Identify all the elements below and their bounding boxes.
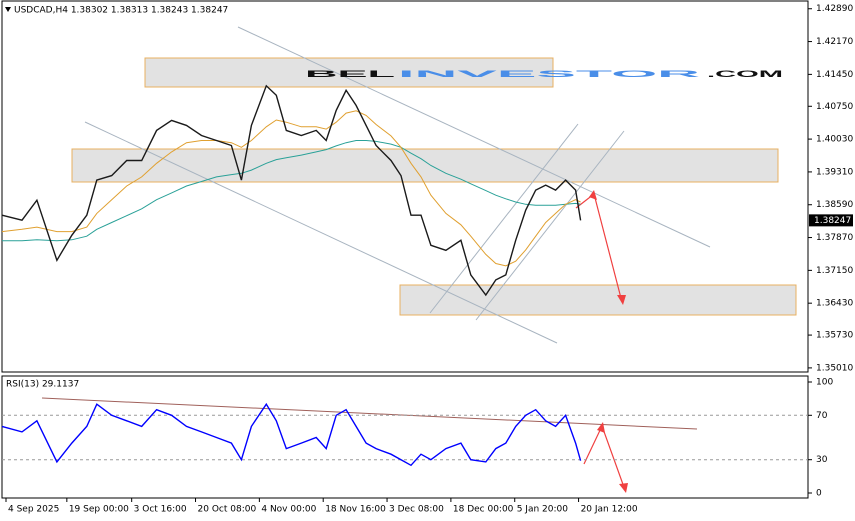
annotations bbox=[41, 26, 797, 493]
y-tick-label: 70 bbox=[816, 411, 828, 421]
y-tick-label: 1.42170 bbox=[816, 37, 853, 47]
y-tick-label: 1.36430 bbox=[816, 299, 853, 309]
x-tick-label: 5 Jan 20:00 bbox=[517, 505, 569, 515]
series-line bbox=[1, 402, 582, 467]
y-tick-label: 100 bbox=[816, 377, 833, 387]
x-tick-label: 4 Sep 2025 bbox=[8, 505, 59, 515]
channel-line bbox=[237, 26, 711, 248]
support-zone bbox=[399, 284, 797, 316]
last-price-box bbox=[809, 214, 853, 227]
y-tick-label: 1.40030 bbox=[816, 135, 853, 145]
arrow-head bbox=[619, 483, 628, 493]
y-tick-label: 0 bbox=[816, 489, 822, 499]
y-tick-label: 1.35010 bbox=[816, 363, 853, 373]
rsi-title: RSI(13) 29.1137 bbox=[6, 380, 79, 390]
y-tick-label: 1.42890 bbox=[816, 4, 853, 14]
arrow-head bbox=[617, 295, 626, 305]
y-tick-label: 1.35730 bbox=[816, 331, 853, 341]
watermark-right: .COM bbox=[707, 69, 783, 79]
last-price-label: 1.38247 bbox=[814, 216, 851, 226]
pivot-zone bbox=[71, 148, 779, 183]
channel-line bbox=[84, 121, 558, 344]
resistance-zone bbox=[144, 57, 554, 88]
x-tick-label: 20 Oct 08:00 bbox=[198, 505, 257, 515]
series-line bbox=[2, 140, 581, 242]
y-tick-label: 1.40750 bbox=[816, 102, 853, 112]
price-panel bbox=[1, 0, 809, 373]
channel-line bbox=[429, 123, 579, 314]
x-tick-label: 18 Dec 00:00 bbox=[453, 505, 514, 515]
x-tick-label: 3 Dec 08:00 bbox=[389, 505, 444, 515]
y-tick-label: 1.37870 bbox=[816, 233, 853, 243]
arrow-head bbox=[589, 190, 597, 200]
y-tick-label: 1.41450 bbox=[816, 70, 853, 80]
y-tick-label: 1.37150 bbox=[816, 266, 853, 276]
x-tick-label: 4 Nov 00:00 bbox=[261, 505, 316, 515]
x-tick-label: 3 Oct 16:00 bbox=[134, 505, 187, 515]
watermark-left: BEL bbox=[305, 69, 398, 79]
y-tick-label: 1.39310 bbox=[816, 167, 853, 177]
channel-line bbox=[475, 130, 625, 321]
symbol-icon bbox=[5, 7, 11, 12]
rsi-trendline bbox=[41, 397, 698, 430]
x-tick-label: 18 Nov 16:00 bbox=[325, 505, 386, 515]
y-tick-label: 30 bbox=[816, 455, 828, 465]
chart-title: USDCAD,H4 1.38302 1.38313 1.38243 1.3824… bbox=[14, 6, 228, 16]
watermark-mid: INVESTOR bbox=[398, 69, 703, 79]
x-tick-label: 19 Sep 00:00 bbox=[69, 505, 129, 515]
rsi-panel bbox=[1, 375, 809, 499]
series-line bbox=[1, 84, 582, 297]
arrow-head bbox=[597, 422, 605, 433]
y-tick-label: 1.38590 bbox=[816, 200, 853, 210]
x-tick-label: 20 Jan 12:00 bbox=[581, 505, 638, 515]
